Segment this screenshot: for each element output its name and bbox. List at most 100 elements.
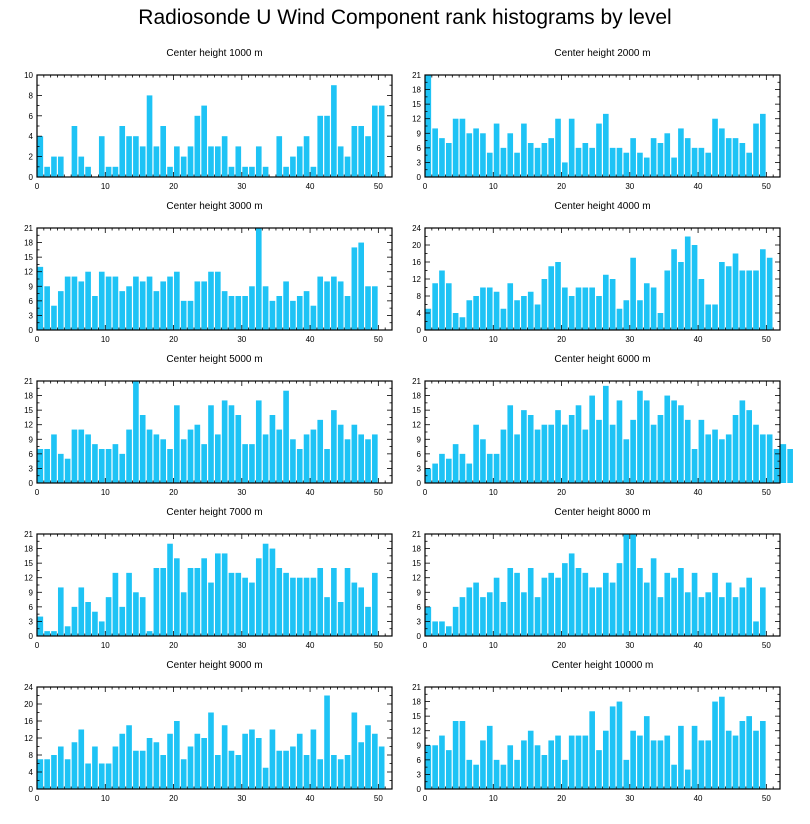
bar (160, 126, 167, 177)
bar (445, 626, 452, 636)
y-tick-label: 0 (417, 785, 422, 794)
y-tick-label: 3 (417, 158, 422, 167)
bar (439, 138, 445, 177)
bar (290, 439, 296, 483)
bar (507, 745, 514, 789)
bar (351, 247, 358, 330)
x-tick-label: 20 (557, 488, 566, 497)
y-tick-label: 3 (29, 311, 34, 320)
bar (719, 597, 725, 636)
bar (480, 597, 486, 636)
bar (139, 281, 146, 330)
bar (153, 742, 160, 789)
bar (521, 123, 527, 177)
bar (589, 587, 595, 636)
bar (262, 434, 269, 483)
y-tick-label: 9 (29, 435, 34, 444)
y-tick-label: 16 (24, 717, 33, 726)
bar (283, 281, 289, 330)
bar (514, 152, 520, 177)
bar (71, 606, 78, 636)
bar (760, 721, 766, 789)
bar (712, 572, 718, 636)
bar (187, 429, 194, 483)
bar (603, 113, 609, 177)
bar (568, 296, 575, 330)
bar (521, 296, 527, 330)
bar (684, 138, 691, 177)
bar (691, 572, 698, 636)
bar (500, 602, 507, 636)
bar (439, 453, 445, 483)
bar (358, 587, 364, 636)
bar (85, 602, 91, 636)
bar (262, 286, 269, 330)
x-tick-label: 40 (306, 182, 315, 191)
y-tick-label: 6 (417, 603, 422, 612)
bar (698, 147, 705, 177)
bar (303, 136, 310, 177)
bar (541, 577, 548, 636)
panel-title: Center height 3000 m (166, 201, 262, 212)
bar (51, 156, 57, 177)
bar (616, 308, 623, 330)
y-tick-label: 9 (29, 588, 34, 597)
bar (432, 745, 438, 789)
bar (133, 136, 139, 177)
bar (78, 156, 85, 177)
bar (705, 740, 712, 789)
bar (112, 276, 119, 330)
bar (276, 568, 283, 636)
bar (698, 279, 705, 330)
bar (133, 592, 139, 636)
bar (459, 118, 466, 177)
bar (64, 759, 71, 789)
bar (664, 395, 671, 483)
bar (64, 276, 71, 330)
bar (242, 577, 248, 636)
bar (98, 449, 105, 483)
bar (351, 424, 358, 483)
bar (623, 152, 630, 177)
bar (746, 716, 752, 789)
bar (589, 147, 595, 177)
bar (139, 597, 146, 636)
bar (337, 424, 344, 483)
bar (119, 606, 126, 636)
bar (167, 449, 173, 483)
y-tick-label: 0 (29, 632, 34, 641)
bar (562, 287, 568, 330)
bar (732, 253, 739, 330)
bar (507, 133, 514, 177)
x-tick-label: 50 (762, 182, 771, 191)
bar (187, 746, 194, 789)
bar (85, 271, 91, 330)
bar (507, 405, 514, 483)
bar (432, 128, 438, 177)
bar (527, 730, 534, 789)
bar (732, 138, 739, 177)
x-tick-label: 50 (374, 794, 383, 803)
bar (766, 434, 773, 483)
bar (657, 143, 664, 177)
bar (623, 534, 630, 636)
y-tick-label: 6 (417, 756, 422, 765)
y-tick-label: 6 (29, 297, 34, 306)
y-tick-label: 0 (29, 479, 34, 488)
x-tick-label: 30 (625, 335, 634, 344)
bar (324, 115, 330, 177)
bar (255, 558, 262, 636)
bar (112, 572, 119, 636)
bar (493, 453, 500, 483)
y-tick-label: 8 (417, 292, 422, 301)
panel-title: Center height 8000 m (554, 507, 650, 518)
x-tick-label: 40 (694, 794, 703, 803)
bar (568, 735, 575, 789)
bar (548, 572, 555, 636)
bar (37, 449, 44, 483)
bar (589, 395, 595, 483)
panel-8: Center height 8000 m 0 10 20 30 40 50 0 3 6 9 12 15 1… (412, 507, 781, 650)
bar (486, 725, 493, 789)
y-tick-label: 6 (29, 112, 34, 121)
x-tick-label: 10 (101, 641, 110, 650)
